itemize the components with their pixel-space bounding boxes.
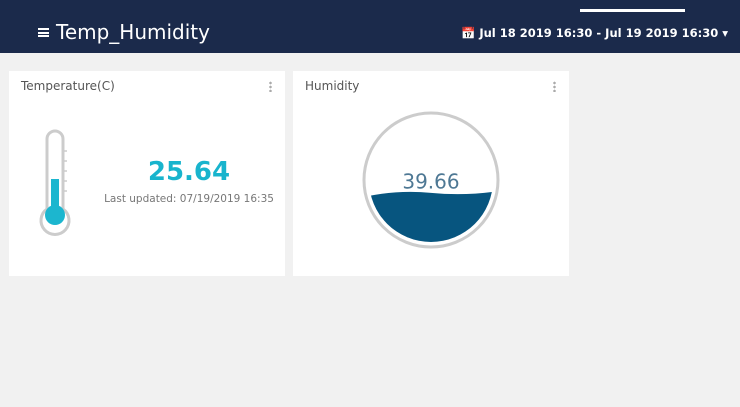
card-title: Humidity (305, 79, 360, 93)
humidity-card: Humidity 39.66 (293, 71, 569, 276)
thermometer (39, 129, 71, 236)
date-range-text: Jul 18 2019 16:30 - Jul 19 2019 16:30 (479, 26, 719, 40)
tab-underline (580, 9, 685, 12)
last-updated: Last updated: 07/19/2019 16:35 (104, 193, 274, 205)
thermometer-level (51, 179, 59, 217)
menu-icon[interactable] (38, 28, 49, 37)
gauge-fill (369, 191, 493, 242)
date-range[interactable]: 📅 Jul 18 2019 16:30 - Jul 19 2019 16:30 … (461, 26, 728, 40)
dashboard-title: Temp_Humidity (56, 20, 210, 44)
gauge-value: 39.66 (402, 170, 459, 194)
temperature-card: Temperature(C) 25.64 Last updated: 07/19… (9, 71, 285, 276)
thermometer-bulb (45, 205, 65, 225)
temperature-value: 25.64 (147, 157, 231, 187)
card-menu[interactable] (269, 81, 272, 92)
gauge-ring (362, 111, 500, 249)
top-bar: Temp_Humidity 📅 Jul 18 2019 16:30 - Jul … (0, 0, 740, 53)
card-title: Temperature(C) (21, 79, 115, 93)
liquid-gauge: 39.66 (362, 111, 500, 249)
card-menu[interactable] (553, 81, 556, 92)
